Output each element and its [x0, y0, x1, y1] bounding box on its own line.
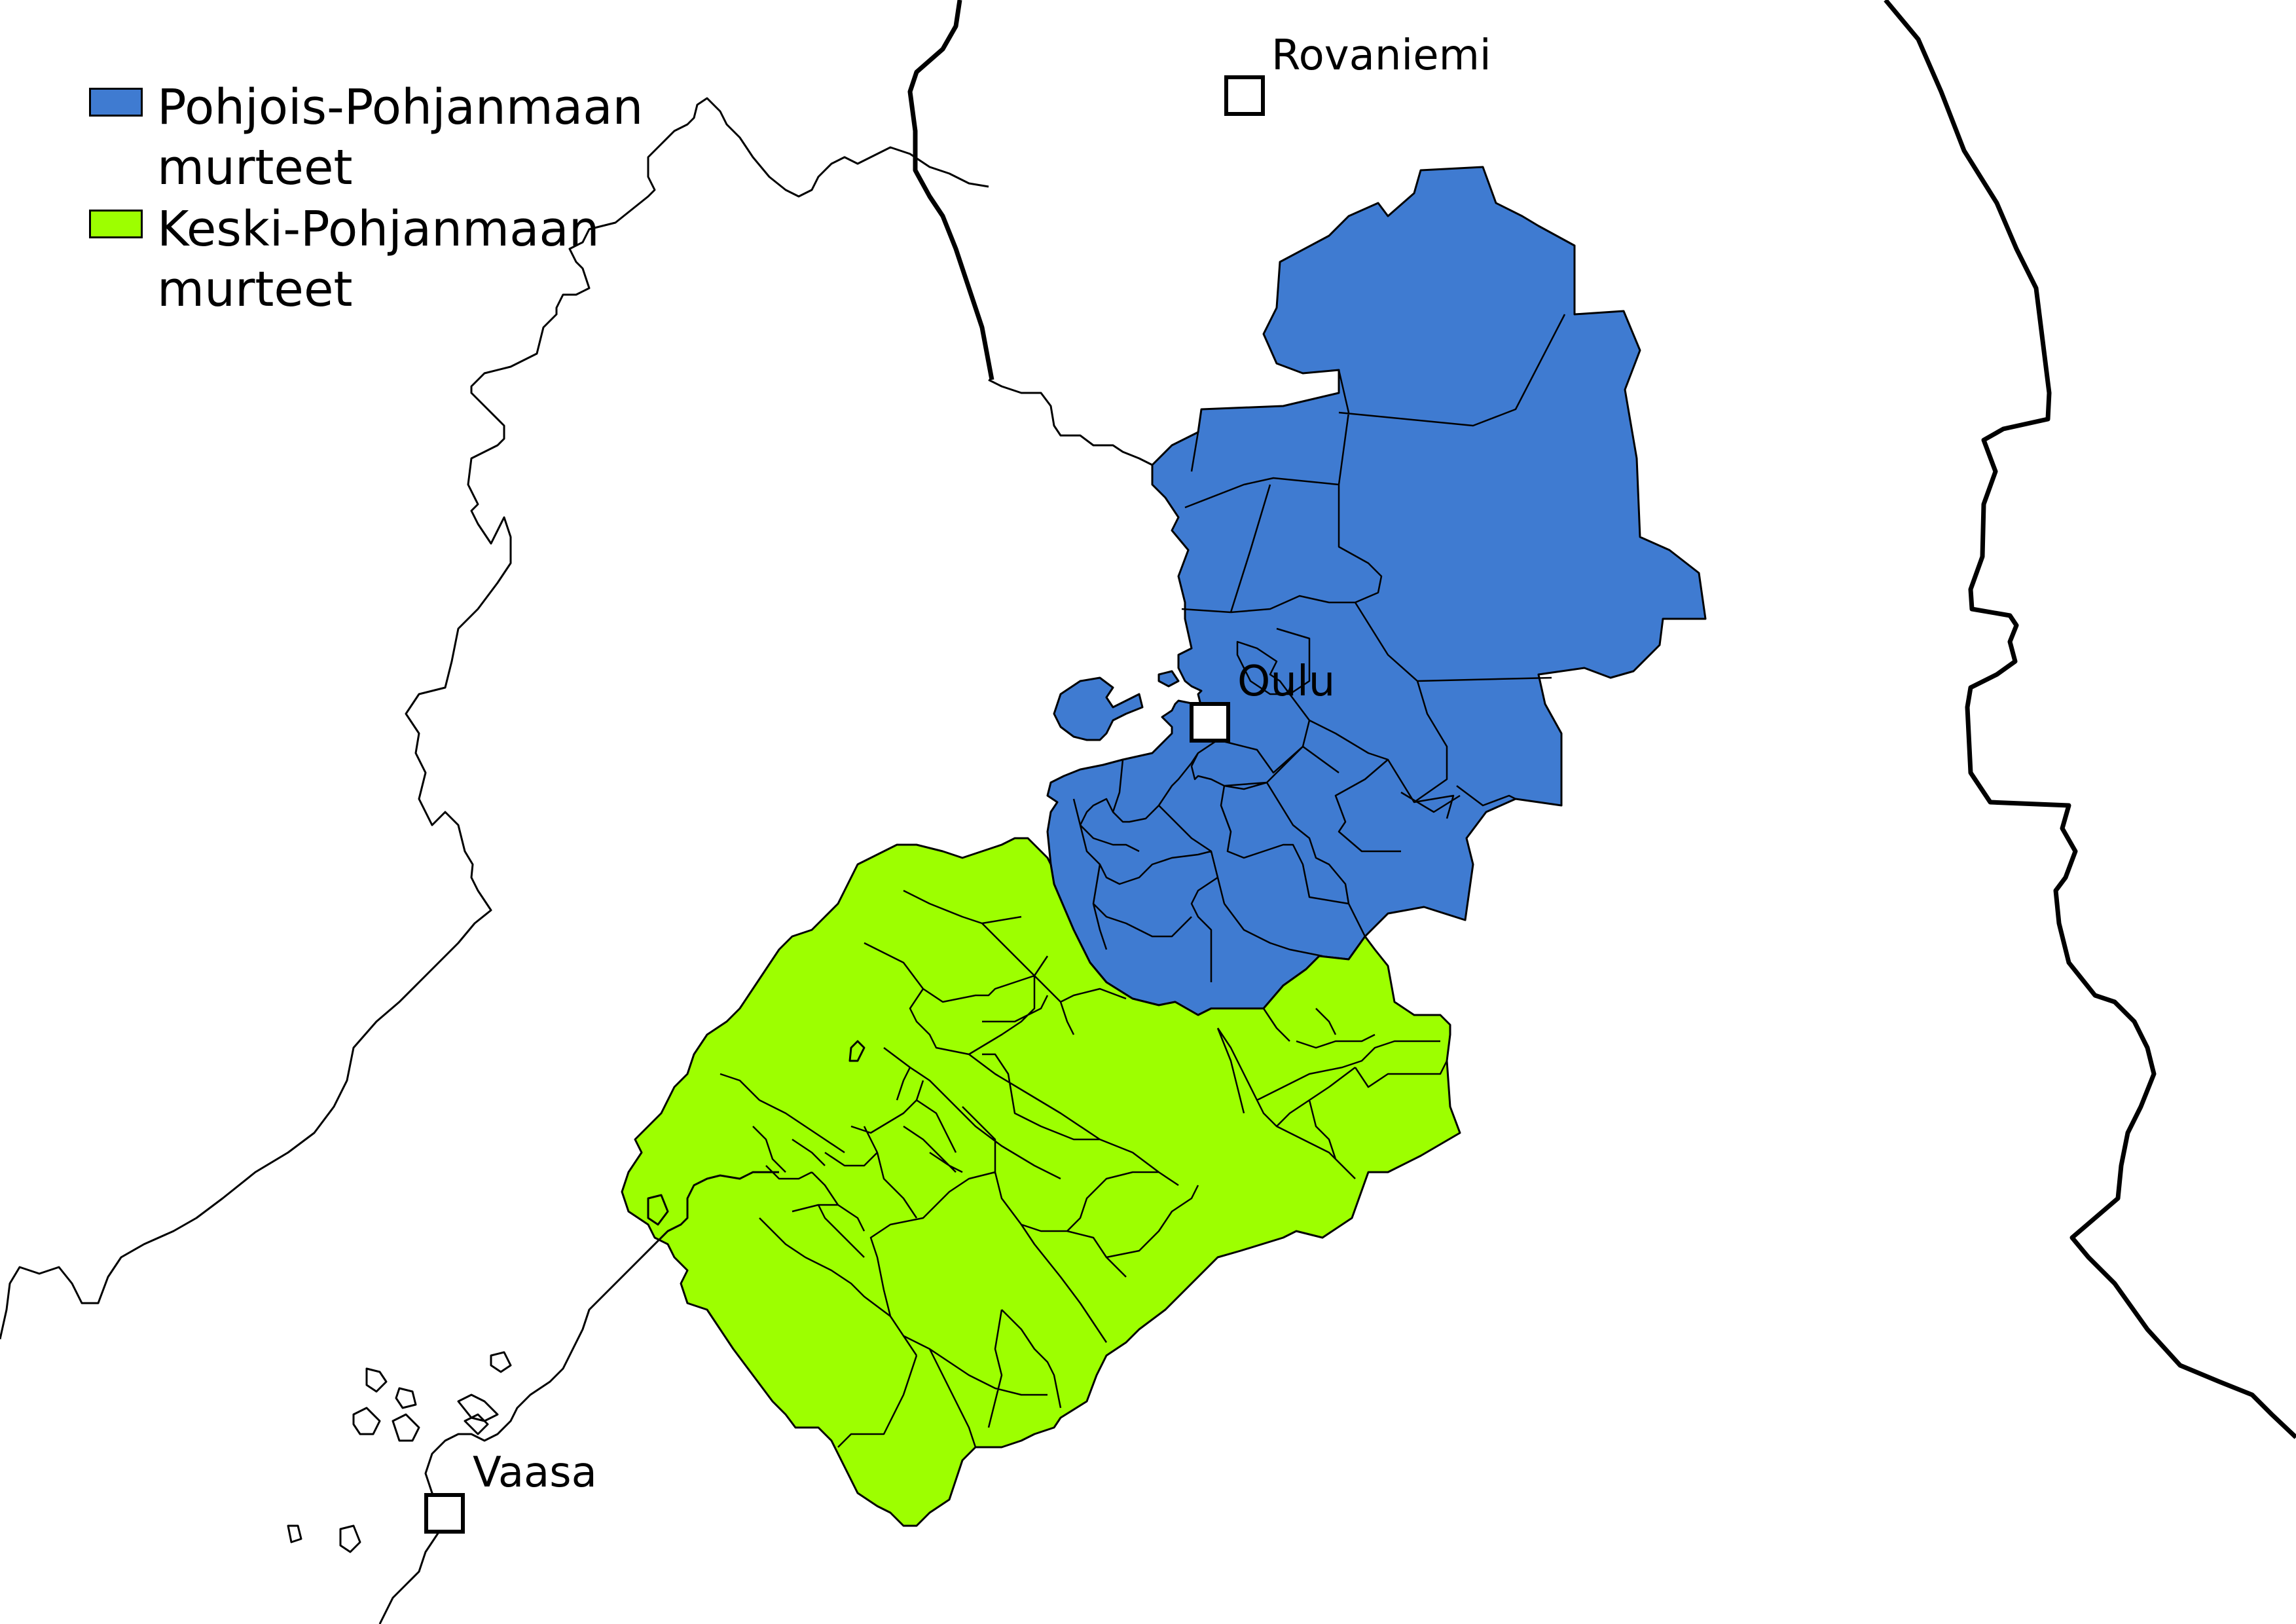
city-label-rovaniemi: Rovaniemi [1271, 31, 1491, 80]
city-marker-rovaniemi [1224, 75, 1265, 116]
border-sweden-finland [907, 0, 994, 380]
island-small-1 [1157, 670, 1180, 688]
municipal-borders-north [1072, 314, 1566, 982]
city-label-oulu: Oulu [1237, 657, 1335, 706]
city-label-vaasa: Vaasa [473, 1449, 597, 1497]
coastline-north [988, 378, 1153, 466]
islands-vaasa [287, 1194, 669, 1553]
legend-label-pohjois-pohjanmaa: Pohjois-Pohjanmaan murteet [157, 79, 644, 196]
border-finland-russia [1884, 0, 2296, 1439]
municipal-borders-south [720, 889, 1448, 1448]
legend-item-pohjois-pohjanmaa: Pohjois-Pohjanmaan murteet [89, 77, 744, 198]
map-legend: Pohjois-Pohjanmaan murteet Keski-Pohjanm… [89, 77, 744, 321]
coastline-sweden [0, 97, 989, 1340]
legend-label-keski-pohjanmaa: Keski-Pohjanmaan murteet [157, 201, 600, 318]
legend-item-keski-pohjanmaa: Keski-Pohjanmaan murteet [89, 199, 744, 320]
legend-swatch-blue [89, 88, 143, 117]
region-keski-pohjanmaa [621, 837, 1461, 1527]
island-green-1 [848, 1040, 866, 1062]
city-marker-oulu [1190, 702, 1230, 743]
island-hailuoto [1053, 676, 1144, 741]
region-pohjois-pohjanmaa [1046, 166, 1707, 1016]
city-marker-vaasa [424, 1493, 465, 1534]
legend-swatch-green [89, 210, 143, 238]
